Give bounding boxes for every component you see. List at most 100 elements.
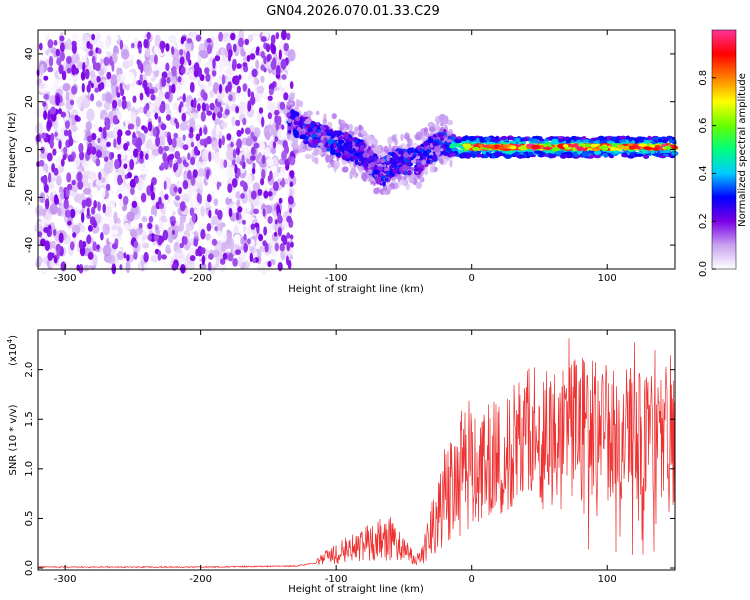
spectrogram-cell (290, 241, 294, 248)
spectrogram-cell (354, 126, 358, 135)
spectrogram-cell (154, 45, 159, 55)
spectrogram-cell (249, 246, 255, 254)
spectrogram-cell (295, 116, 301, 122)
spectrogram-cell (195, 34, 202, 42)
spectrogram-cell (263, 55, 267, 65)
spectrogram-cell (581, 150, 590, 156)
spectrogram-cell (98, 68, 105, 77)
spectrogram-cell (144, 175, 151, 185)
spectrogram-cell (198, 194, 202, 204)
spectrogram-cell (332, 130, 339, 135)
spectrogram-cell (69, 264, 76, 273)
spectrogram-cell (283, 92, 289, 101)
spectrogram-cell (147, 222, 153, 230)
spectrogram-cell (179, 201, 186, 212)
spectrogram-cell (211, 128, 217, 137)
spectrogram-cell (39, 159, 45, 167)
spectrogram-cell (148, 103, 155, 112)
spectrogram-cell (134, 177, 139, 184)
spectrogram-cell (515, 138, 521, 144)
spectrogram-cell (103, 161, 112, 175)
spectrogram-cell (573, 153, 579, 157)
spectrogram-cell (424, 130, 430, 138)
spectrogram-cell (517, 146, 527, 150)
spectrogram-cell (232, 258, 238, 267)
spectrogram-cell (190, 141, 195, 148)
spectrogram-cell (56, 207, 63, 216)
spectrogram-cell (206, 194, 212, 203)
spectrogram-cell (647, 150, 653, 154)
spectrogram-cell (71, 53, 80, 64)
spectrogram-cell (214, 55, 221, 62)
spectrogram-cell (171, 65, 177, 77)
spectrogram-cell (324, 129, 331, 133)
spectrogram-cell (131, 200, 138, 208)
spectrogram-cell (404, 132, 410, 140)
spectrogram-cell (427, 160, 431, 164)
spectrogram-cell (34, 122, 44, 135)
spectrogram-cell (133, 251, 138, 260)
spectrogram-cell (98, 126, 103, 133)
spectrogram-cell (251, 167, 256, 175)
spectrogram-cell (166, 76, 171, 84)
spectrogram-cell (46, 119, 53, 129)
spectrogram-cell (397, 174, 401, 182)
spectrogram-cell (62, 82, 71, 92)
spectrogram-cell (82, 98, 90, 109)
spectrogram-cell (114, 159, 120, 170)
spectrogram-cell (534, 150, 542, 154)
spectrogram-cell (38, 42, 43, 51)
spectrogram-cell (593, 150, 602, 156)
spectrogram-cell (171, 46, 175, 55)
spectrogram-cell (52, 148, 57, 156)
spectrogram-cell (205, 233, 211, 241)
spectrogram-cell (256, 46, 260, 53)
spectrogram-cell (56, 176, 62, 186)
spectrogram-cell (367, 135, 374, 145)
spectrogram-cell (250, 155, 256, 161)
spectrogram-cell (118, 193, 123, 200)
spectrogram-cell (140, 167, 149, 176)
spectrogram-cell (160, 162, 166, 168)
spectrogram-cell (157, 250, 162, 261)
spectrogram-cell (618, 136, 627, 140)
spectrogram-cell (185, 50, 191, 62)
spectrogram-cell (97, 119, 106, 128)
spectrogram-cell (252, 136, 258, 142)
spectrogram-cell (277, 128, 286, 141)
spectrogram-cell (109, 229, 119, 236)
spectrogram-cell (143, 105, 148, 115)
spectrogram-cell (446, 138, 453, 143)
spectrogram-cell (440, 137, 444, 141)
spectrogram-cell (610, 136, 618, 142)
spectrogram-cell (182, 134, 186, 141)
spectrogram-cell (559, 154, 567, 159)
spectrogram-cell (362, 173, 367, 182)
spectrogram-cell (260, 51, 265, 59)
spectrogram-cell (145, 45, 151, 58)
spectrogram-cell (43, 110, 48, 120)
spectrogram-cell (67, 220, 72, 226)
spectrogram-cell (103, 56, 110, 66)
spectrogram-cell (89, 49, 94, 57)
spectrogram-cell (343, 142, 349, 148)
spectrogram-cell (386, 171, 390, 176)
spectrogram-cell (156, 169, 165, 182)
spectrogram-cell (178, 104, 182, 113)
spectrogram-cell (243, 243, 248, 253)
spectrogram-cell (76, 264, 80, 272)
spectrogram-cell (388, 144, 392, 153)
spectrogram-cell (42, 101, 47, 107)
spectrogram-cell (96, 244, 100, 250)
spectrogram-cell (43, 75, 49, 81)
spectrogram-cell (182, 180, 189, 190)
spectrogram-cell (58, 140, 62, 150)
spectrogram-cell (161, 254, 167, 260)
spectrogram-cell (668, 138, 673, 144)
spectrogram-cell (202, 92, 208, 101)
spectrogram-cell (211, 249, 220, 258)
spectrogram-cell (287, 195, 294, 205)
spectrogram-cell (126, 33, 132, 43)
spectrogram-cell (292, 143, 300, 151)
